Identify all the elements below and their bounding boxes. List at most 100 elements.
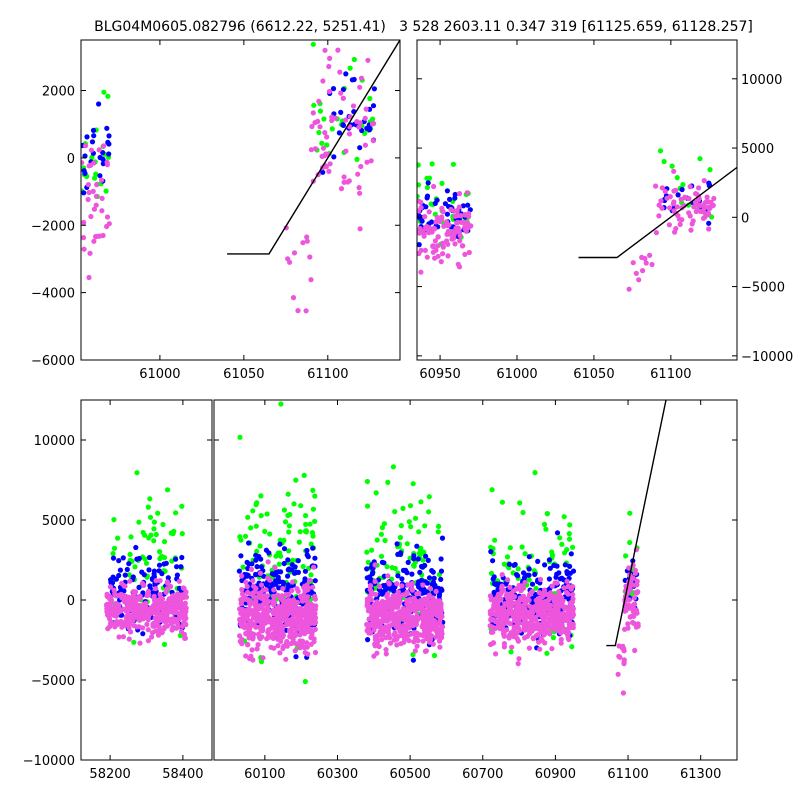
point-green [115,535,121,541]
point-pink [565,614,571,621]
point-green [297,529,303,535]
point-pink [312,120,318,126]
point-pink [499,572,505,578]
point-green [140,529,146,536]
point-pink [309,631,315,638]
point-pink [526,645,533,651]
point-pink [431,225,437,231]
point-blue [370,103,377,109]
point-green [564,547,570,553]
point-pink [303,308,309,314]
point-blue [418,577,425,584]
point-pink [418,247,424,253]
point-pink [374,607,380,613]
point-pink [542,604,548,611]
point-green [308,541,314,547]
point-green [303,513,309,519]
point-green [111,545,118,551]
point-pink [265,559,271,565]
point-green [110,550,116,557]
point-blue [409,571,415,577]
point-pink [631,595,637,601]
panel-bottom-left: 58200 58400 −10000 −5000 0 5000 10000 [23,399,213,782]
point-pink [697,202,704,208]
point-green [253,523,259,529]
point-blue [96,101,102,107]
point-pink [101,143,107,149]
point-blue [491,589,497,596]
point-pink [302,631,308,637]
point-pink [427,585,433,591]
point-pink [171,607,177,613]
point-pink [538,576,544,583]
point-green [417,162,421,168]
point-pink [141,582,147,589]
point-pink [557,614,563,620]
point-green [179,531,185,537]
point-pink [640,268,646,274]
point-pink [254,603,260,609]
point-pink [248,591,254,597]
point-pink [412,635,418,642]
y-tick-label: 5000 [42,514,75,529]
point-pink [456,191,463,197]
point-pink [357,190,363,196]
point-green [499,499,505,505]
x-tick-label: 58200 [89,767,130,782]
point-green [680,182,686,188]
point-green [147,514,154,520]
point-pink [410,623,416,629]
point-pink [686,210,692,216]
point-pink [312,593,318,600]
point-pink [168,597,174,604]
point-pink [507,584,513,590]
point-pink [632,647,638,654]
point-pink [163,618,169,624]
point-pink [100,232,106,239]
point-blue [438,586,444,592]
point-pink [467,223,473,229]
y-tick-label: 10000 [741,73,782,88]
point-pink [278,595,284,601]
point-pink [437,644,443,650]
point-blue [178,564,184,570]
point-green [501,561,507,567]
point-pink [362,115,368,121]
point-pink [338,186,345,192]
y-tick-label: −5000 [31,674,75,689]
point-pink [291,640,297,646]
point-pink [341,174,347,180]
point-blue [364,125,370,131]
point-green [392,509,398,515]
point-pink [365,57,371,63]
y-tick-label: 0 [67,152,75,167]
point-pink [435,243,441,249]
point-pink [688,227,694,233]
point-pink [263,587,269,593]
point-pink [294,621,300,627]
point-green [561,514,567,520]
point-pink [421,601,427,607]
point-pink [690,218,696,224]
point-green [177,632,183,639]
point-pink [512,611,519,618]
point-pink [523,612,529,618]
point-pink [120,634,126,640]
point-green [669,163,675,169]
point-pink [490,629,496,635]
point-pink [324,134,330,140]
point-pink [295,308,301,314]
point-pink [418,205,424,211]
point-green [707,167,713,173]
point-pink [275,643,281,649]
axes-frame-top-right [416,39,738,361]
point-pink [426,594,432,600]
point-blue [293,569,299,576]
point-green [303,521,309,528]
point-green [381,521,387,527]
point-green [515,566,521,572]
point-pink [255,631,262,638]
point-green [517,500,523,506]
point-pink [400,622,407,629]
point-blue [521,570,527,576]
